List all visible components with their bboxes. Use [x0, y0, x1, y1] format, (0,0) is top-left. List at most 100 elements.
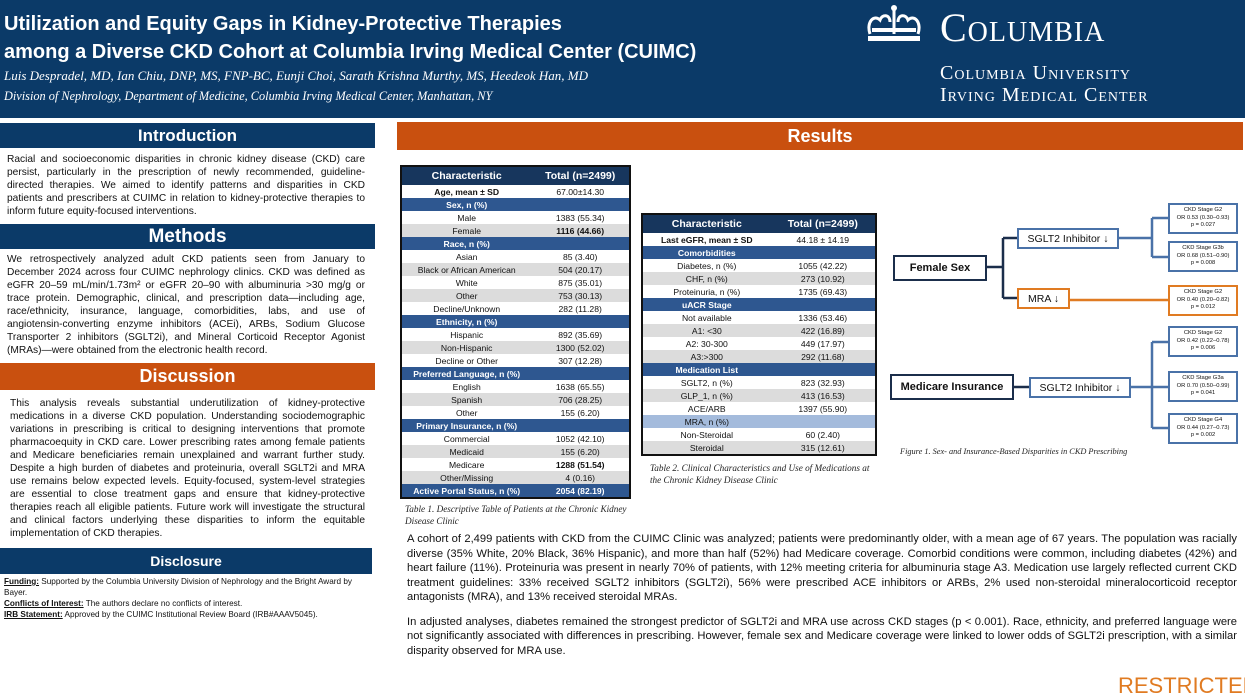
row-label: Race, n (%)	[402, 237, 532, 250]
poster-header	[0, 0, 1245, 118]
row-label: Medicare	[449, 459, 485, 470]
table-row: Medicaid 155 (6.20)	[402, 445, 629, 458]
table-row: A1: <30 422 (16.89)	[643, 324, 875, 337]
methods-heading: Methods	[0, 224, 375, 249]
logo-wordmark: Columbia	[940, 5, 1106, 50]
connector-sglt2-medicare	[1131, 340, 1168, 430]
connector-sglt2-female	[1119, 216, 1168, 259]
table-row: GLP_1, n (%) 413 (16.53)	[643, 389, 875, 402]
table-row: Non-Hispanic 1300 (52.02)	[402, 341, 629, 354]
row-label: Female	[402, 224, 532, 237]
row-value	[770, 298, 875, 311]
table-1-header-characteristic: Characteristic	[402, 167, 532, 185]
row-value	[770, 246, 875, 259]
table-row: Medicare 1288 (51.54)	[402, 458, 629, 471]
row-label: A3:>300	[643, 350, 771, 363]
row-label: Other/Missing	[402, 471, 532, 484]
row-value: 2054 (82.19)	[531, 484, 629, 497]
row-value: 4 (0.16)	[531, 471, 629, 484]
result-node: CKD Stage G3a OR 0.70 (0.50–0.99) p = 0.04…	[1168, 371, 1238, 402]
discussion-text: This analysis reveals substantial underu…	[10, 398, 365, 539]
result-p: p = 0.002	[1190, 432, 1216, 439]
table-row: A2: 30-300 449 (17.97)	[643, 337, 875, 350]
result-node: CKD Stage G2 OR 0.42 (0.22–0.78) p = 0.006	[1168, 326, 1238, 357]
row-label: White	[455, 277, 478, 288]
result-p: p = 0.041	[1190, 390, 1216, 397]
row-value: 413 (16.53)	[770, 389, 875, 402]
result-node: CKD Stage G4 OR 0.44 (0.27–0.73) p = 0.002	[1168, 413, 1238, 444]
row-label: Medicaid	[402, 445, 532, 458]
row-label: A1: <30	[643, 324, 771, 337]
row-value: 1052 (42.10)	[555, 433, 605, 444]
row-label: Male	[457, 212, 476, 223]
row-value: 1055 (42.22)	[798, 260, 848, 271]
result-stage: CKD Stage G2	[1183, 330, 1223, 337]
row-value: 1735 (69.43)	[798, 286, 848, 297]
table-row: White 875 (35.01)	[402, 276, 629, 289]
table-row: Female 1116 (44.66)	[402, 224, 629, 237]
row-label: Steroidal	[643, 441, 771, 454]
restricted-watermark: RESTRICTED	[1118, 673, 1245, 698]
coi-text: The authors declare no conflicts of inte…	[83, 599, 243, 608]
row-label: Black or African American	[402, 263, 532, 276]
row-label: Comorbidities	[643, 246, 771, 259]
funding-label: Funding:	[4, 577, 40, 586]
row-value: 753 (30.13)	[531, 289, 629, 302]
row-value: 282 (11.28)	[558, 303, 602, 314]
row-label: SGLT2, n (%)	[680, 377, 733, 388]
row-value: 292 (11.68)	[770, 350, 875, 363]
row-label: Non-Hispanic	[402, 341, 532, 354]
table-section-row: Comorbidities	[643, 246, 875, 259]
table-row: CHF, n (%) 273 (10.92)	[643, 272, 875, 285]
row-value: 449 (17.97)	[800, 338, 845, 349]
row-label: Diabetes, n (%)	[677, 260, 737, 271]
row-value: 273 (10.92)	[770, 272, 875, 285]
row-value: 422 (16.89)	[770, 324, 875, 337]
result-stage: CKD Stage G2	[1183, 207, 1223, 214]
table-row: Proteinuria, n (%) 1735 (69.43)	[643, 285, 875, 298]
table-row: Black or African American 504 (20.17)	[402, 263, 629, 276]
irb-label: IRB Statement:	[4, 610, 63, 619]
result-stage: CKD Stage G3a	[1182, 375, 1224, 382]
female-sex-node: Female Sex	[893, 255, 987, 281]
row-value	[531, 237, 629, 250]
result-node: CKD Stage G2 OR 0.53 (0.30–0.93) p = 0.027	[1168, 203, 1238, 234]
table-2: Characteristic Total (n=2499) Last eGFR,…	[641, 213, 877, 456]
table-row: Hispanic 892 (35.69)	[402, 328, 629, 341]
results-paragraph-1: A cohort of 2,499 patients with CKD from…	[407, 533, 1237, 603]
row-value: 44.18 ± 14.19	[796, 234, 850, 245]
row-label: Decline/Unknown	[433, 303, 501, 314]
row-label: ACE/ARB	[687, 403, 726, 414]
result-or: OR 0.53 (0.30–0.93)	[1176, 214, 1230, 221]
row-label: Asian	[455, 251, 478, 262]
table-section-row: Race, n (%)	[402, 237, 629, 250]
result-or: OR 0.44 (0.27–0.73)	[1176, 424, 1230, 431]
table-row: Last eGFR, mean ± SD 44.18 ± 14.19	[643, 233, 875, 246]
table-row: Spanish 706 (28.25)	[402, 393, 629, 406]
row-value	[770, 415, 875, 428]
row-label: CHF, n (%)	[643, 272, 771, 285]
result-stage: CKD Stage G3b	[1182, 245, 1224, 252]
row-label: English	[452, 381, 481, 392]
result-or: OR 0.68 (0.51–0.90)	[1176, 252, 1230, 259]
row-label: Primary Insurance, n (%)	[402, 419, 532, 432]
row-value	[531, 419, 629, 432]
row-value: 315 (12.61)	[770, 441, 875, 454]
row-label: Hispanic	[450, 329, 484, 340]
disclosure-heading: Disclosure	[0, 548, 372, 574]
row-value: 307 (12.28)	[558, 355, 603, 366]
table-2-header-total: Total (n=2499)	[770, 215, 875, 233]
results-paragraph-2: In adjusted analyses, diabetes remained …	[407, 615, 1237, 657]
result-p: p = 0.012	[1190, 304, 1216, 311]
methods-text: We retrospectively analyzed adult CKD pa…	[7, 254, 365, 356]
table-section-row: MRA, n (%)	[643, 415, 875, 428]
row-label: Medication List	[643, 363, 771, 376]
table-row: English 1638 (65.55)	[402, 380, 629, 393]
table-section-row: Ethnicity, n (%)	[402, 315, 629, 328]
mra-female-node: MRA ↓	[1017, 288, 1070, 309]
row-value: 67.00±14.30	[556, 186, 605, 197]
table-1-caption: Table 1. Descriptive Table of Patients a…	[405, 504, 627, 526]
logo-sub-line-1: Columbia University	[940, 62, 1131, 84]
columbia-crown-icon	[867, 5, 921, 41]
